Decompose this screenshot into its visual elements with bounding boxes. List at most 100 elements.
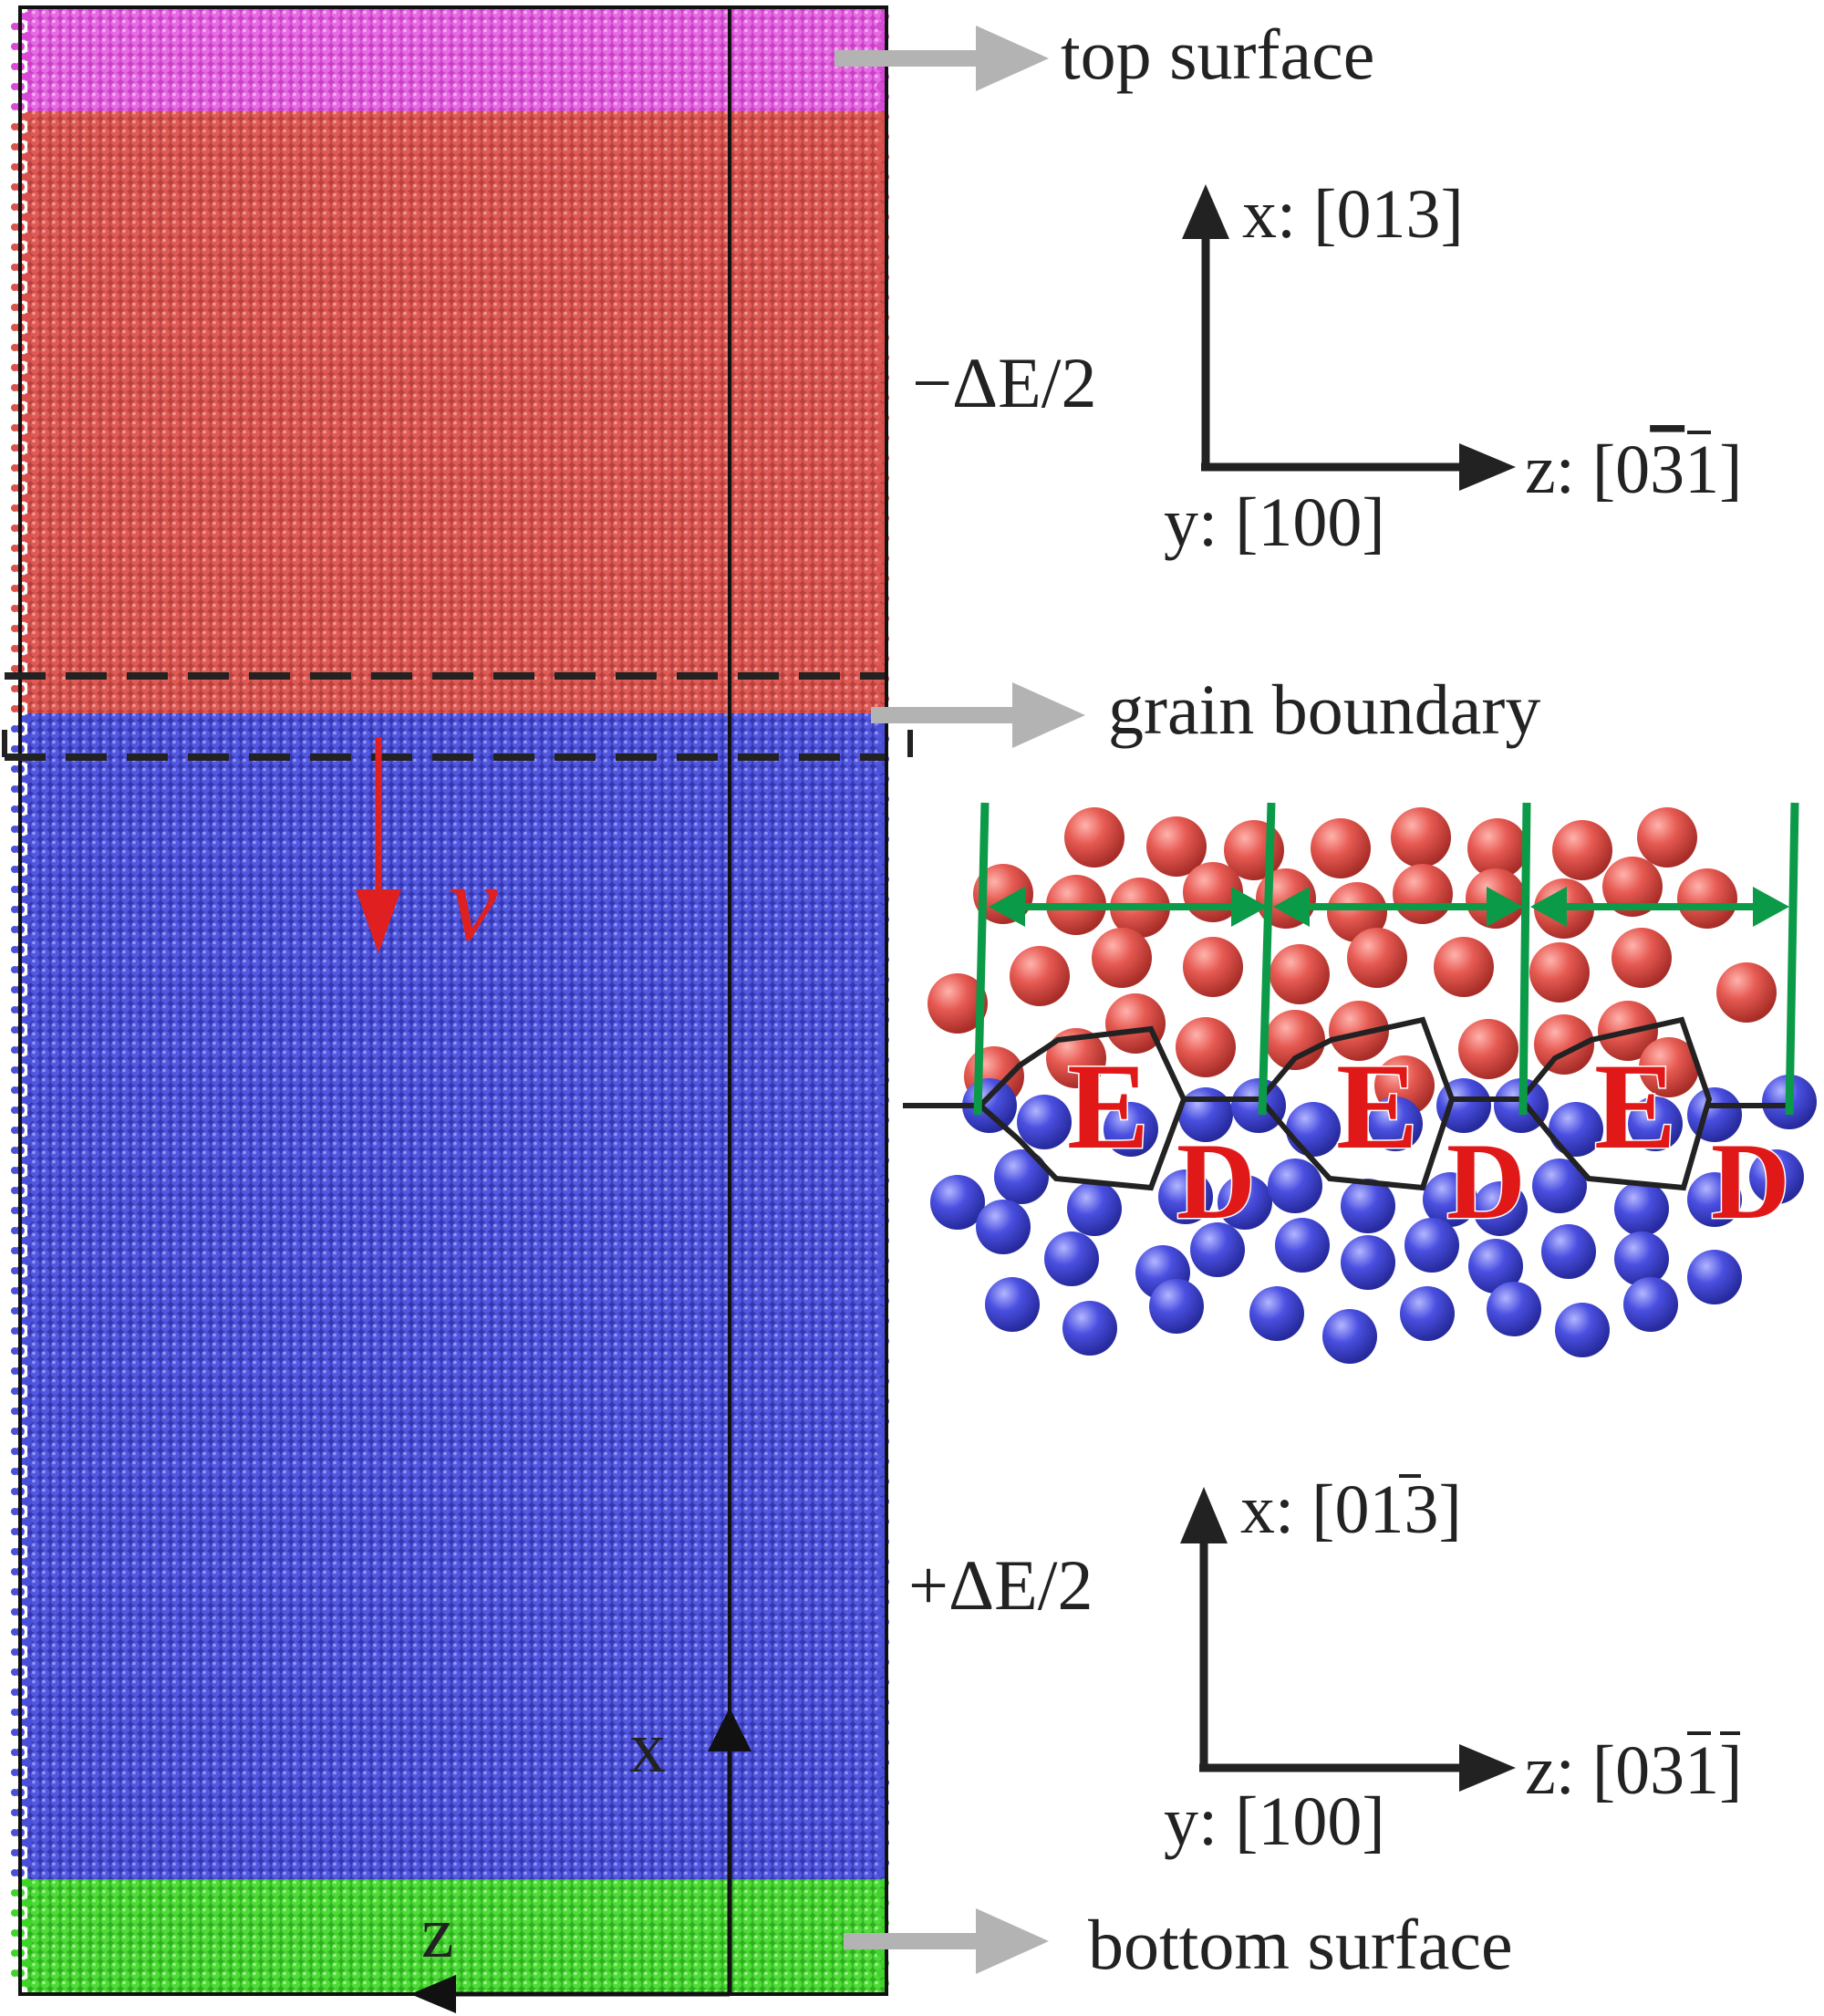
blue-atom xyxy=(1322,1309,1377,1364)
edge-atom xyxy=(23,1918,32,1928)
edge-atom xyxy=(876,1146,886,1155)
blue-atom xyxy=(1062,1301,1117,1356)
edge-atom xyxy=(876,624,886,633)
edge-atom xyxy=(11,826,18,833)
edge-atom xyxy=(876,945,886,954)
blue-atom xyxy=(1487,1282,1541,1336)
edge-atom xyxy=(876,443,886,452)
edge-atom xyxy=(11,1227,18,1234)
edge-atom xyxy=(876,383,886,392)
red-atom xyxy=(1391,807,1451,868)
red-atom xyxy=(1612,928,1672,988)
edge-atom xyxy=(876,323,886,332)
edge-atom xyxy=(23,1156,32,1165)
red-atom xyxy=(1265,1010,1325,1070)
edge-atom xyxy=(876,845,886,854)
edge-atom xyxy=(23,1256,32,1265)
edge-atom xyxy=(876,504,886,513)
edge-atom xyxy=(11,324,18,331)
edge-atom xyxy=(23,1336,32,1346)
red-atom xyxy=(1552,820,1612,880)
edge-atom xyxy=(876,584,886,593)
red-atom xyxy=(1458,1019,1518,1079)
edge-atom xyxy=(11,1086,18,1094)
red-atom xyxy=(1529,942,1590,1003)
edge-atom xyxy=(23,594,32,603)
edge-atom xyxy=(876,1768,886,1777)
edge-atom xyxy=(876,1427,886,1436)
edge-atom xyxy=(11,1648,18,1656)
upper-z-direction-label: z: [031] xyxy=(1525,431,1742,508)
red-atom xyxy=(1092,928,1152,988)
lower-y-direction-label: y: [100] xyxy=(1164,1783,1385,1860)
edge-atom xyxy=(11,1066,18,1074)
edge-atom xyxy=(11,1127,18,1134)
edge-atom xyxy=(876,1226,886,1235)
edge-atom xyxy=(11,163,18,171)
edge-atom xyxy=(11,424,18,431)
edge-atom xyxy=(876,905,886,914)
edge-atom xyxy=(11,83,18,90)
edge-atom xyxy=(876,223,886,232)
edge-atom xyxy=(11,585,18,592)
edge-atom xyxy=(876,1527,886,1536)
edge-atom xyxy=(11,846,18,853)
velocity-indicator: v xyxy=(356,737,498,963)
red-atom xyxy=(1311,818,1371,878)
edge-atom xyxy=(876,1547,886,1556)
edge-atom xyxy=(876,363,886,372)
lower-z-direction-label: z: [031] xyxy=(1525,1732,1742,1809)
edge-atom xyxy=(23,534,32,543)
edge-atom xyxy=(11,284,18,291)
energy-plus-label: +ΔE/2 xyxy=(908,1545,1093,1625)
red-atom xyxy=(1602,857,1663,917)
edge-atom xyxy=(876,785,886,794)
edge-atom xyxy=(11,344,18,351)
edge-atom xyxy=(11,103,18,110)
edge-atom xyxy=(11,1488,18,1495)
edge-atom xyxy=(11,464,18,472)
edge-atom xyxy=(876,1186,886,1195)
edge-atom xyxy=(876,102,886,111)
grain-boundary-callout: grain boundary xyxy=(871,670,1540,749)
edge-atom xyxy=(23,192,32,202)
edge-atom xyxy=(23,373,32,382)
edge-atom xyxy=(11,1969,18,1977)
period-arrow-2 xyxy=(1273,887,1523,927)
edge-atom xyxy=(23,213,32,222)
edge-atom xyxy=(11,384,18,391)
edge-atom xyxy=(23,494,32,503)
edge-atom xyxy=(23,32,32,41)
edge-atom xyxy=(11,1909,18,1917)
edge-atom xyxy=(876,303,886,312)
edge-atom xyxy=(23,1437,32,1446)
edge-atom xyxy=(876,1206,886,1215)
edge-atom xyxy=(11,1508,18,1515)
blue-atom xyxy=(1687,1172,1742,1227)
edge-atom xyxy=(876,724,886,733)
velocity-label: v xyxy=(449,842,498,963)
edge-atom xyxy=(11,906,18,913)
upper-axes-z-arrowhead xyxy=(1459,443,1516,491)
edge-atom xyxy=(11,1046,18,1054)
edge-atom xyxy=(23,1377,32,1386)
edge-atom xyxy=(23,1296,32,1305)
edge-atom xyxy=(11,1628,18,1636)
slab-x-axis-label: x xyxy=(629,1708,666,1788)
blue-atom xyxy=(1268,1159,1322,1213)
blue-atom xyxy=(994,1149,1049,1204)
edge-atom xyxy=(11,1829,18,1836)
edge-atom xyxy=(876,1688,886,1697)
edge-atom xyxy=(11,1307,18,1315)
edge-atom xyxy=(876,42,886,51)
edge-atom xyxy=(23,293,32,302)
blue-atom xyxy=(1628,1096,1683,1151)
edge-atom xyxy=(23,975,32,984)
red-atom xyxy=(1677,868,1737,929)
edge-atom xyxy=(876,524,886,533)
edge-atom xyxy=(23,413,32,422)
edge-atom xyxy=(23,574,32,583)
unit-1-e-label: E xyxy=(1067,1039,1149,1175)
edge-atom xyxy=(876,463,886,473)
red-atom xyxy=(1639,1037,1699,1097)
